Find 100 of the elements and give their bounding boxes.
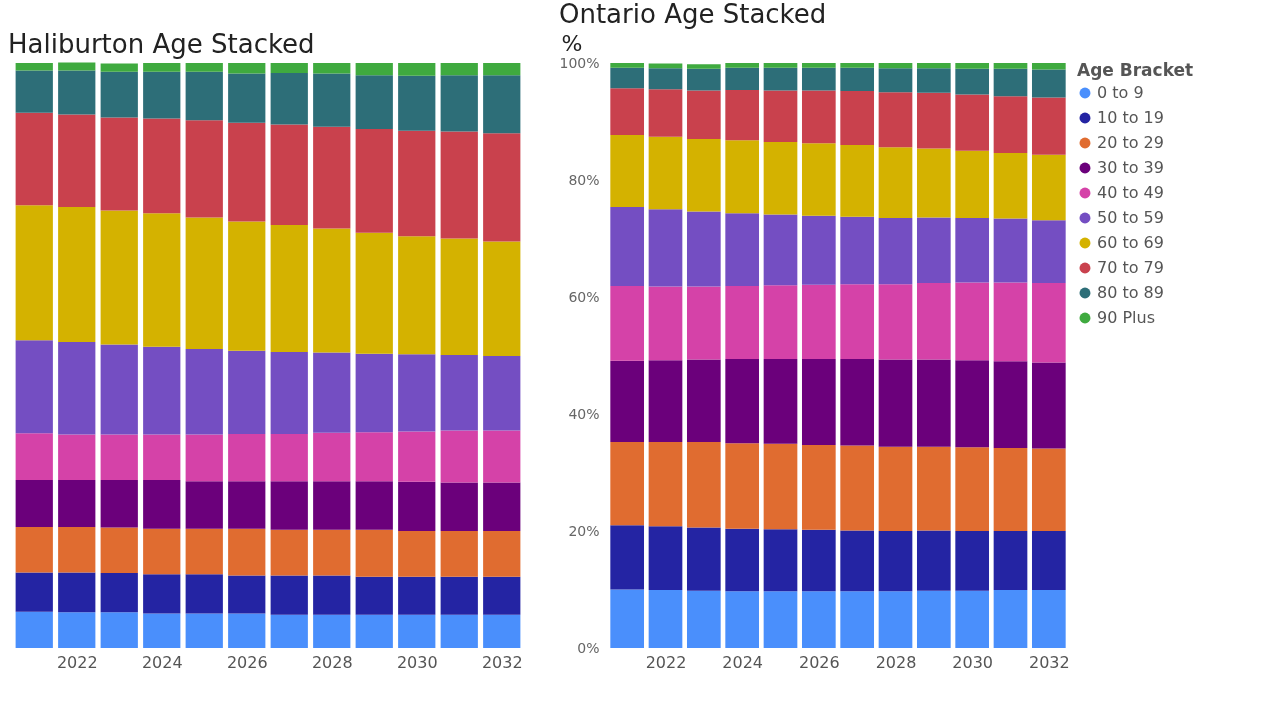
bar	[355, 529, 393, 577]
bar	[840, 91, 875, 145]
bar	[1031, 362, 1066, 449]
bar	[270, 351, 308, 434]
bar	[228, 433, 266, 482]
bar	[355, 75, 393, 130]
bar	[801, 67, 836, 91]
bar	[878, 591, 913, 648]
bar	[270, 575, 308, 615]
bar	[840, 359, 875, 446]
bar	[143, 528, 181, 575]
bar	[955, 531, 990, 591]
bar	[143, 613, 181, 648]
bar	[878, 68, 913, 93]
bar	[100, 63, 138, 72]
bar	[878, 446, 913, 531]
y-tick-label: 100%	[559, 54, 600, 71]
bar	[355, 63, 393, 76]
bar	[686, 211, 721, 287]
bar	[725, 140, 760, 214]
x-tick-label: 2026	[226, 652, 268, 672]
bar	[483, 356, 521, 431]
bar	[686, 590, 721, 648]
bar	[398, 531, 436, 577]
bar	[725, 67, 760, 90]
bar	[610, 63, 645, 68]
bar	[440, 614, 478, 648]
bar	[100, 434, 138, 481]
bar	[878, 92, 913, 148]
bar	[993, 63, 1028, 69]
bar	[725, 528, 760, 592]
bar	[725, 89, 760, 141]
legend-label: 10 to 19	[1097, 108, 1164, 127]
bar	[610, 206, 645, 286]
bar	[648, 360, 683, 443]
legend-label: 50 to 59	[1097, 208, 1164, 227]
bar	[313, 352, 351, 433]
bar	[725, 359, 760, 444]
bar	[648, 590, 683, 648]
bar	[100, 480, 138, 528]
bar	[355, 432, 393, 482]
bar	[763, 591, 798, 648]
bar	[58, 342, 96, 435]
bar	[100, 612, 138, 648]
x-tick-label: 2028	[875, 652, 917, 672]
bar	[483, 482, 521, 531]
bar	[185, 120, 223, 218]
bar	[801, 90, 836, 144]
bar	[916, 217, 951, 283]
bar	[483, 63, 521, 76]
x-tick-label: 2032	[1028, 652, 1070, 672]
bar	[398, 63, 436, 76]
bar	[313, 575, 351, 615]
bar	[398, 481, 436, 531]
bar	[313, 432, 351, 482]
bar	[801, 63, 836, 68]
bar	[1031, 282, 1066, 363]
bar	[840, 67, 875, 92]
bar	[58, 62, 96, 71]
x-tick-label: 2030	[952, 652, 994, 672]
y-tick-label: 40%	[568, 405, 600, 422]
bar	[955, 94, 990, 151]
bar	[686, 286, 721, 360]
bar	[610, 525, 645, 590]
bar	[440, 482, 478, 531]
legend-label: 30 to 39	[1097, 158, 1164, 177]
bar	[610, 285, 645, 361]
x-tick-label: 2022	[645, 652, 687, 672]
bar	[1031, 63, 1066, 70]
bar	[398, 75, 436, 131]
x-tick-label: 2032	[481, 652, 523, 672]
bar	[313, 614, 351, 648]
bar	[648, 209, 683, 287]
bar	[878, 218, 913, 285]
legend-label: 60 to 69	[1097, 233, 1164, 252]
bar	[916, 63, 951, 69]
bar	[270, 72, 308, 125]
bar	[993, 447, 1028, 531]
bar	[878, 531, 913, 592]
legend-label: 40 to 49	[1097, 183, 1164, 202]
bar	[686, 527, 721, 591]
bar	[916, 282, 951, 360]
bar	[440, 238, 478, 355]
bar	[143, 213, 181, 347]
legend-label: 0 to 9	[1097, 83, 1144, 102]
bar	[725, 285, 760, 360]
bar	[916, 446, 951, 531]
bar	[355, 232, 393, 354]
bar	[398, 431, 436, 482]
bar	[725, 213, 760, 286]
bar	[100, 573, 138, 613]
bar	[686, 139, 721, 212]
bar	[801, 143, 836, 216]
bar	[228, 221, 266, 351]
bar	[143, 434, 181, 481]
bar	[15, 480, 53, 527]
bar	[228, 350, 266, 434]
bar	[185, 481, 223, 529]
bar	[228, 73, 266, 123]
bar	[763, 529, 798, 592]
